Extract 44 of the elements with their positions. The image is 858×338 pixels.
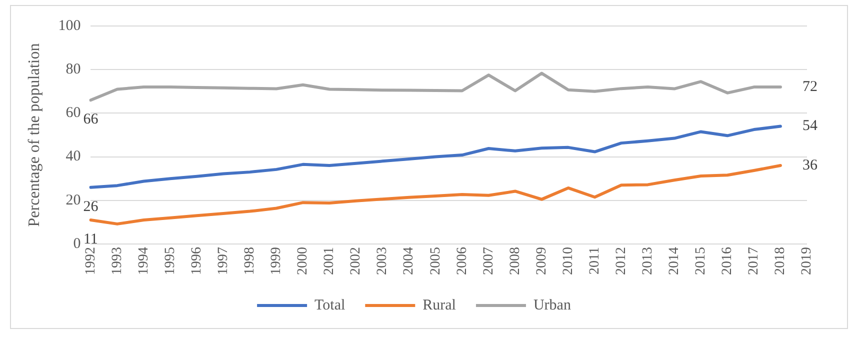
- x-tick-label: 2007: [481, 247, 496, 275]
- x-tick-label: 2001: [322, 247, 338, 275]
- x-tick-label: 2002: [348, 247, 364, 275]
- y-tick-label: 60: [66, 105, 81, 122]
- data-label: 54: [802, 118, 818, 134]
- x-tick-label: 1997: [216, 247, 232, 275]
- legend-label: Total: [314, 297, 346, 314]
- y-tick-label: 40: [66, 148, 81, 165]
- x-tick-label: 2005: [428, 247, 444, 275]
- y-tick-label: 20: [66, 192, 81, 208]
- x-tick-label: 1992: [83, 247, 98, 275]
- x-tick-label: 2008: [508, 247, 523, 275]
- x-tick-label: 2009: [534, 247, 550, 275]
- x-tick-label: 1996: [189, 247, 204, 275]
- y-tick-label: 80: [66, 62, 81, 78]
- x-tick-label: 1998: [242, 247, 258, 275]
- x-tick-label: 1995: [162, 247, 178, 275]
- data-label: 36: [802, 157, 818, 174]
- x-tick-label: 2019: [800, 247, 815, 275]
- x-tick-label: 1994: [136, 247, 152, 275]
- x-tick-label: 2006: [454, 247, 470, 275]
- x-tick-label: 2016: [720, 247, 736, 275]
- x-tick-label: 2010: [560, 247, 576, 275]
- x-tick-label: 1993: [110, 247, 125, 275]
- data-label: 72: [802, 78, 818, 95]
- data-label: 66: [83, 112, 99, 128]
- x-tick-label: 2011: [587, 247, 602, 274]
- x-tick-label: 1999: [269, 247, 284, 275]
- x-tick-label: 2003: [375, 247, 390, 275]
- x-tick-label: 2013: [640, 247, 656, 275]
- x-tick-label: 2012: [614, 247, 629, 275]
- x-tick-label: 2000: [296, 247, 311, 275]
- legend-label: Rural: [422, 297, 456, 314]
- x-tick-label: 2014: [667, 247, 682, 275]
- x-tick-label: 2004: [402, 247, 417, 275]
- y-tick-label: 100: [58, 18, 81, 34]
- data-label: 11: [83, 231, 98, 248]
- x-tick-label: 2018: [773, 247, 788, 275]
- y-tick-label: 0: [73, 236, 81, 252]
- legend-label: Urban: [533, 297, 572, 314]
- x-tick-label: 2015: [694, 247, 709, 275]
- y-axis-title: Percentage of the population: [26, 43, 43, 227]
- data-label: 26: [83, 198, 99, 215]
- x-tick-label: 2017: [746, 247, 762, 275]
